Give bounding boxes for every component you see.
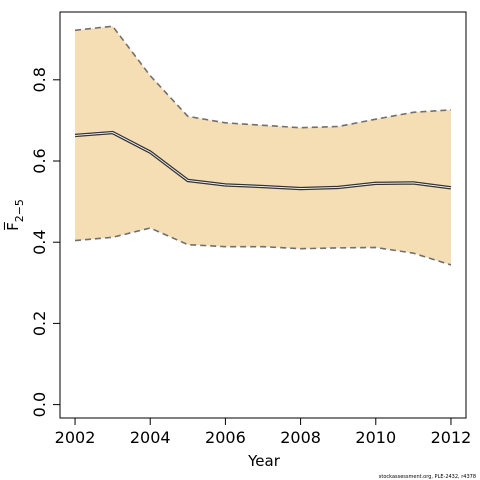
x-tick-label: 2006 <box>205 428 246 447</box>
confidence-band <box>75 26 451 265</box>
x-axis: 2002 2004 2006 2008 2010 2012 <box>55 418 472 447</box>
y-tick-label: 0.2 <box>30 311 49 336</box>
series-line-layer <box>74 25 452 266</box>
x-tick-label: 2008 <box>280 428 321 447</box>
plot-frame <box>59 11 467 419</box>
upper-bound-line <box>74 25 452 129</box>
y-tick-label: 0.0 <box>30 392 49 417</box>
confidence-band-layer <box>75 26 451 265</box>
y-axis-label: F̅2−5 <box>3 199 26 231</box>
x-tick-label: 2004 <box>130 428 171 447</box>
x-tick-label: 2002 <box>55 428 96 447</box>
estimate-line-inner <box>75 132 452 190</box>
y-tick-label: 0.6 <box>30 148 49 173</box>
y-tick-label: 0.8 <box>30 67 49 92</box>
x-axis-label: Year <box>247 452 281 470</box>
y-axis-label-main: F̅ <box>3 221 22 231</box>
lower-bound-line <box>74 227 452 266</box>
credit-text: stockassessment.org, PLE-2432, r4378 <box>379 474 476 480</box>
y-axis-label-group: F̅2−5 <box>3 199 26 231</box>
y-axis-label-subscript: 2−5 <box>13 199 26 222</box>
y-axis: 0.0 0.2 0.4 0.6 0.8 <box>30 67 60 417</box>
x-tick-label: 2010 <box>355 428 396 447</box>
y-tick-label: 0.4 <box>30 229 49 254</box>
x-tick-label: 2012 <box>431 428 472 447</box>
